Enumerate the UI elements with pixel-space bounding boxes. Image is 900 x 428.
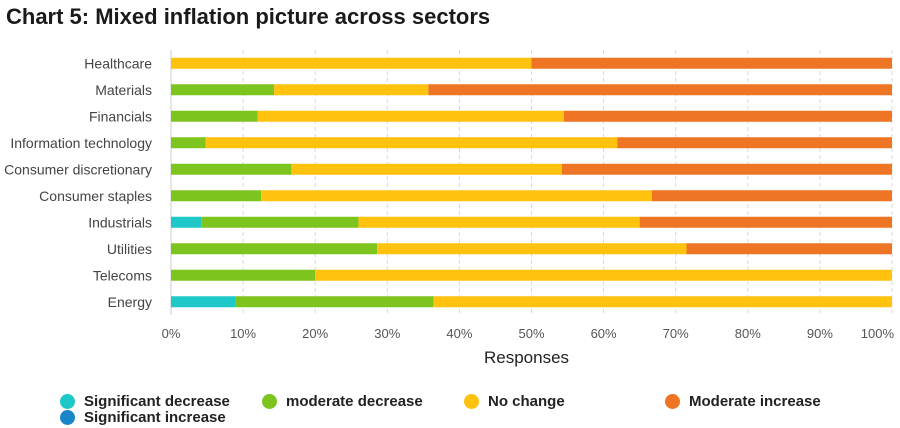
- bar-segment: [686, 243, 892, 255]
- chart-title: Chart 5: Mixed inflation picture across …: [6, 4, 491, 29]
- x-tick-label: 10%: [230, 326, 256, 341]
- bar-segment: [171, 84, 275, 96]
- bar-segment: [261, 190, 652, 202]
- bar-segment: [291, 163, 562, 175]
- bar-segment: [274, 84, 429, 96]
- bar-segment: [205, 137, 618, 149]
- bar-segment: [315, 269, 892, 281]
- x-tick-label: 50%: [518, 326, 544, 341]
- x-tick-label: 80%: [735, 326, 761, 341]
- legend-marker-significant-decrease: [60, 394, 75, 409]
- bar-segment: [171, 269, 316, 281]
- x-tick-label: 20%: [302, 326, 328, 341]
- category-label: Information technology: [10, 135, 152, 151]
- x-tick-label: 90%: [807, 326, 833, 341]
- bar-segment: [201, 216, 359, 228]
- legend-item-no-change[interactable]: No change: [464, 393, 565, 410]
- bar-segment: [377, 243, 687, 255]
- bar-segment: [531, 57, 892, 69]
- legend-label: Significant increase: [84, 409, 226, 426]
- bar-segment: [428, 84, 892, 96]
- category-label: Telecoms: [93, 267, 152, 283]
- legend-marker-no-change: [464, 394, 479, 409]
- bar-segment: [651, 190, 892, 202]
- bar-segment: [171, 243, 378, 255]
- category-label: Consumer discretionary: [4, 161, 152, 177]
- legend-label: Significant decrease: [84, 393, 230, 410]
- bar-segment: [433, 296, 892, 308]
- x-tick-label: 40%: [446, 326, 472, 341]
- legend-item-significant-increase[interactable]: Significant increase: [60, 409, 226, 426]
- legend-label: moderate decrease: [286, 393, 423, 410]
- bar-segment: [639, 216, 892, 228]
- x-tick-label: 60%: [591, 326, 617, 341]
- legend-label: No change: [488, 393, 565, 410]
- bar-segment: [171, 163, 292, 175]
- category-label: Industrials: [88, 214, 152, 230]
- category-label: Healthcare: [84, 55, 152, 71]
- category-label: Financials: [89, 108, 152, 124]
- bar-segment: [358, 216, 640, 228]
- legend-marker-significant-increase: [60, 410, 75, 425]
- bar-segment: [171, 110, 258, 122]
- bar-segment: [171, 216, 202, 228]
- x-tick-label: 100%: [861, 326, 895, 341]
- bar-segment: [171, 296, 236, 308]
- bar-segment: [171, 190, 262, 202]
- legend-marker-moderate-increase: [665, 394, 680, 409]
- legend-marker-moderate-decrease: [262, 394, 277, 409]
- bar-segment: [561, 163, 892, 175]
- x-tick-label: 70%: [663, 326, 689, 341]
- category-label: Consumer staples: [39, 188, 152, 204]
- x-axis-title: Responses: [484, 348, 569, 367]
- x-tick-label: 30%: [374, 326, 400, 341]
- bar-segment: [257, 110, 564, 122]
- bar-segment: [235, 296, 434, 308]
- legend-item-significant-decrease[interactable]: Significant decrease: [60, 393, 230, 410]
- legend-item-moderate-increase[interactable]: Moderate increase: [665, 393, 821, 410]
- x-tick-label: 0%: [162, 326, 181, 341]
- legend-label: Moderate increase: [689, 393, 821, 410]
- category-label: Utilities: [107, 241, 152, 257]
- bar-segment: [563, 110, 892, 122]
- bar-segment: [171, 137, 206, 149]
- bar-segment: [171, 57, 532, 69]
- legend-item-moderate-decrease[interactable]: moderate decrease: [262, 393, 423, 410]
- category-label: Materials: [95, 82, 152, 98]
- category-label: Energy: [108, 294, 152, 310]
- bar-segment: [617, 137, 892, 149]
